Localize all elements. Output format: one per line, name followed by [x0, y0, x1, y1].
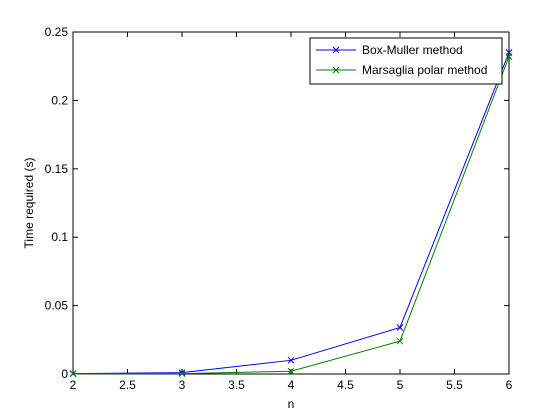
plot-area — [72, 31, 510, 375]
x-tick-label: 2 — [70, 378, 77, 392]
data-point-marsaglia — [505, 53, 513, 60]
y-axis-label: Time required (s) — [22, 158, 36, 249]
x-tick-label: 6 — [506, 378, 513, 392]
data-point-box-muller — [287, 356, 295, 364]
data-point-marsaglia — [178, 370, 186, 377]
y-tick-label: 0 — [61, 367, 68, 381]
x-tick-label: 4 — [288, 378, 295, 392]
y-axis-ticks: 0 0.05 0.1 0.15 0.2 0.25 — [45, 25, 509, 381]
y-tick-label: 0.05 — [45, 299, 69, 313]
legend-label-marsaglia: Marsaglia polar method — [362, 63, 487, 77]
series-layer — [69, 49, 513, 378]
y-tick-label: 0.2 — [51, 93, 68, 107]
x-tick-label: 4.5 — [337, 378, 354, 392]
x-axis-ticks: 2 2.5 3 3.5 4 4.5 5 5.5 6 — [70, 32, 513, 392]
legend-marker-box-muller — [332, 46, 340, 54]
legend-box — [309, 37, 503, 85]
data-point-marsaglia — [396, 337, 404, 345]
legend-label-box-muller: Box-Muller method — [362, 43, 463, 57]
data-point-marsaglia — [69, 370, 77, 378]
x-tick-label: 5.5 — [446, 378, 463, 392]
data-point-box-muller — [396, 324, 404, 331]
data-point-box-muller — [178, 369, 186, 376]
legend-marker-marsaglia — [332, 66, 340, 74]
x-tick-label: 2.5 — [119, 378, 136, 392]
x-tick-label: 3.5 — [228, 378, 245, 392]
x-axis-label: n — [288, 397, 295, 411]
y-tick-label: 0.15 — [45, 162, 69, 176]
x-tick-label: 5 — [397, 378, 404, 392]
data-point-marsaglia — [287, 367, 295, 375]
y-tick-label: 0.25 — [45, 25, 69, 39]
x-tick-label: 3 — [179, 378, 186, 392]
y-tick-label: 0.1 — [51, 230, 68, 244]
legend: Box-Muller method Marsaglia polar method — [309, 37, 503, 85]
